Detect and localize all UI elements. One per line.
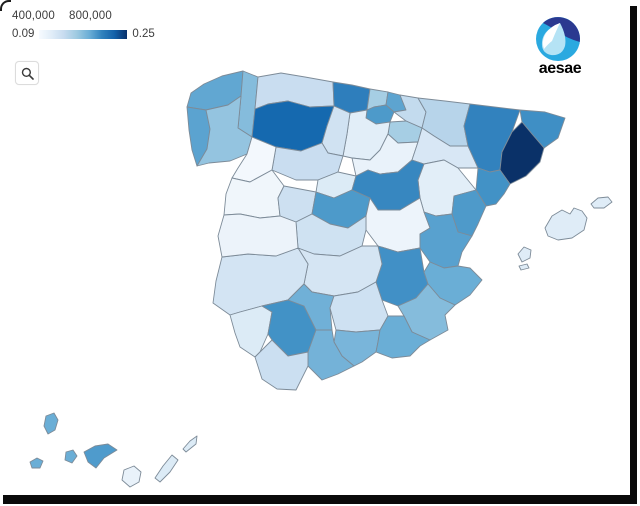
- province-caceres[interactable]: Cáceres — 0.1: [217, 213, 299, 258]
- province-la-gomera[interactable]: La Gomera — 0.17: [64, 449, 78, 464]
- frame-right-edge: [630, 6, 637, 500]
- province-huelva[interactable]: Huelva — 0.12: [229, 305, 273, 358]
- legend-size-label-1: 400,000: [12, 10, 55, 22]
- province-barcelona[interactable]: Barcelona — 0.25: [499, 121, 545, 185]
- frame-bottom-edge: [3, 495, 637, 504]
- legend-min-label: 0.09: [12, 28, 35, 40]
- province-almeria[interactable]: Almería — 0.17: [375, 315, 431, 359]
- province-cadiz[interactable]: Cádiz — 0.13: [254, 339, 309, 391]
- province-menorca[interactable]: Menorca — 0.11: [590, 196, 613, 209]
- legend-gradient-bar: [39, 29, 128, 39]
- magnifier-icon: [21, 67, 34, 80]
- province-malaga[interactable]: Málaga — 0.17: [307, 329, 355, 381]
- province-formentera[interactable]: Formentera — 0.11: [518, 263, 530, 271]
- province-gran-canaria[interactable]: Gran Canaria — 0.1: [121, 465, 142, 488]
- legend-size-label-2: 800,000: [68, 10, 112, 22]
- aesae-logo-text: aesae: [538, 60, 582, 77]
- province-alicante[interactable]: Alicante — 0.17: [423, 261, 483, 306]
- province-ourense[interactable]: Ourense — 0.15: [196, 95, 253, 167]
- province-lanzarote[interactable]: Lanzarote — 0.11: [182, 435, 198, 453]
- province-el-hierro[interactable]: El Hierro — 0.17: [29, 457, 44, 469]
- aesae-logo-mark: [536, 17, 580, 61]
- province-tenerife[interactable]: Tenerife — 0.18: [83, 443, 118, 469]
- province-ibiza[interactable]: Ibiza — 0.11: [517, 246, 532, 263]
- province-la-palma[interactable]: La Palma — 0.17: [43, 412, 59, 435]
- color-legend: 400,000 800,000 0.09 0.25: [12, 10, 155, 40]
- zoom-button[interactable]: [15, 61, 39, 85]
- legend-size-labels: 400,000 800,000: [12, 10, 155, 22]
- corner-mark: [0, 0, 11, 11]
- province-fuerteventura[interactable]: Fuerteventura — 0.11: [154, 454, 179, 483]
- legend-max-label: 0.25: [132, 28, 155, 40]
- aesae-logo: aesae: [528, 12, 592, 82]
- province-mallorca[interactable]: Mallorca — 0.11: [544, 207, 588, 241]
- province-valladolid[interactable]: Valladolid — 0.13: [271, 142, 344, 181]
